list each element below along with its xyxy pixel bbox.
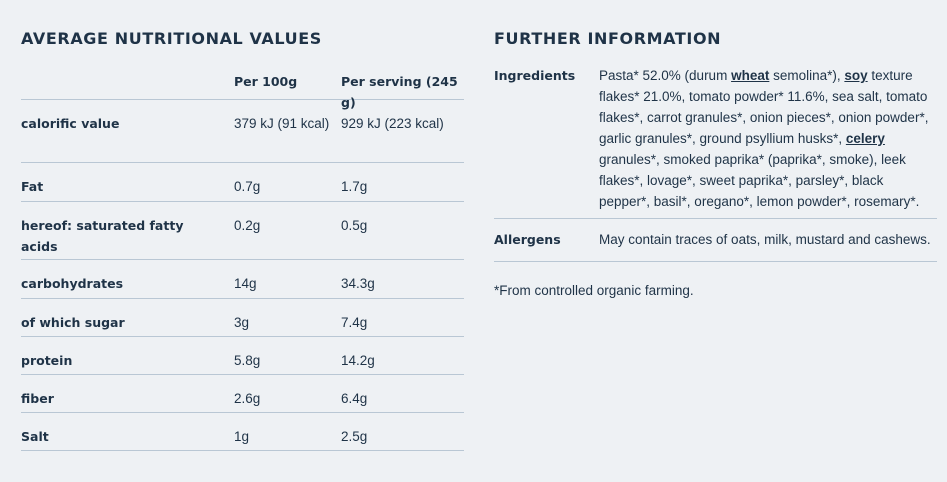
allergens-text: May contain traces of oats, milk, mustar…: [599, 232, 931, 247]
ingredients-label: Ingredients: [494, 68, 576, 83]
table-row: hereof: saturated fatty acids 0.2g 0.5g: [21, 202, 464, 260]
allergen-highlight-wheat: wheat: [731, 68, 770, 83]
organic-footnote: *From controlled organic farming.: [494, 283, 694, 298]
ingredients-text-part: granules*, smoked paprika* (paprika*, sm…: [599, 152, 920, 209]
ingredients-text: Pasta* 52.0% (durum wheat semolina*), so…: [599, 65, 937, 212]
header-per-100g: Per 100g: [234, 74, 298, 89]
nutrient-label: calorific value: [21, 116, 120, 131]
per-100g-value: 3g: [234, 315, 250, 330]
per-serving-value: 14.2g: [341, 353, 375, 368]
header-per-serving: Per serving (245 g): [341, 74, 458, 110]
per-serving-value: 1.7g: [341, 179, 368, 194]
ingredients-text-part: texture flakes* 21.0%, tomato powder* 11…: [599, 68, 929, 146]
per-100g-value: 379 kJ (91 kcal): [234, 116, 330, 131]
nutrition-table: Per 100g Per serving (245 g) calorific v…: [21, 71, 464, 451]
info-table: Ingredients Pasta* 52.0% (durum wheat se…: [494, 65, 937, 262]
nutrient-label: carbohydrates: [21, 276, 124, 291]
further-info-title: FURTHER INFORMATION: [494, 29, 722, 48]
nutrient-label: of which sugar: [21, 315, 125, 330]
nutrition-title: AVERAGE NUTRITIONAL VALUES: [21, 29, 322, 48]
allergens-label: Allergens: [494, 232, 561, 247]
table-row: protein 5.8g 14.2g: [21, 337, 464, 375]
per-serving-value: 6.4g: [341, 391, 368, 406]
per-serving-value: 929 kJ (223 kcal): [341, 116, 444, 131]
allergen-highlight-soy: soy: [844, 68, 868, 83]
table-row: fiber 2.6g 6.4g: [21, 375, 464, 413]
per-100g-value: 2.6g: [234, 391, 261, 406]
table-row: carbohydrates 14g 34.3g: [21, 260, 464, 299]
further-info-section: FURTHER INFORMATION Ingredients Pasta* 5…: [494, 28, 937, 301]
nutrient-label: protein: [21, 353, 73, 368]
per-100g-value: 1g: [234, 429, 250, 444]
per-100g-value: 0.2g: [234, 218, 261, 233]
nutrient-label: Fat: [21, 179, 44, 194]
header-label: [21, 71, 234, 99]
ingredients-text-part: semolina*),: [769, 68, 845, 83]
table-row: calorific value 379 kJ (91 kcal) 929 kJ …: [21, 100, 464, 163]
allergen-highlight-celery: celery: [845, 131, 885, 146]
table-row: Fat 0.7g 1.7g: [21, 163, 464, 202]
nutrient-label: Salt: [21, 429, 49, 444]
table-row: of which sugar 3g 7.4g: [21, 299, 464, 337]
nutrient-label: hereof: saturated fatty acids: [21, 218, 184, 254]
per-100g-value: 0.7g: [234, 179, 261, 194]
allergens-row: Allergens May contain traces of oats, mi…: [494, 219, 937, 262]
per-100g-value: 14g: [234, 276, 257, 291]
ingredients-text-part: Pasta* 52.0% (durum: [599, 68, 732, 83]
nutrient-label: fiber: [21, 391, 54, 406]
per-serving-value: 2.5g: [341, 429, 368, 444]
per-serving-value: 7.4g: [341, 315, 368, 330]
per-serving-value: 0.5g: [341, 218, 368, 233]
per-100g-value: 5.8g: [234, 353, 261, 368]
table-row: Salt 1g 2.5g: [21, 413, 464, 451]
nutrition-header-row: Per 100g Per serving (245 g): [21, 71, 464, 110]
ingredients-row: Ingredients Pasta* 52.0% (durum wheat se…: [494, 65, 937, 219]
nutrition-section: AVERAGE NUTRITIONAL VALUES Per 100g Per …: [21, 28, 464, 451]
per-serving-value: 34.3g: [341, 276, 375, 291]
